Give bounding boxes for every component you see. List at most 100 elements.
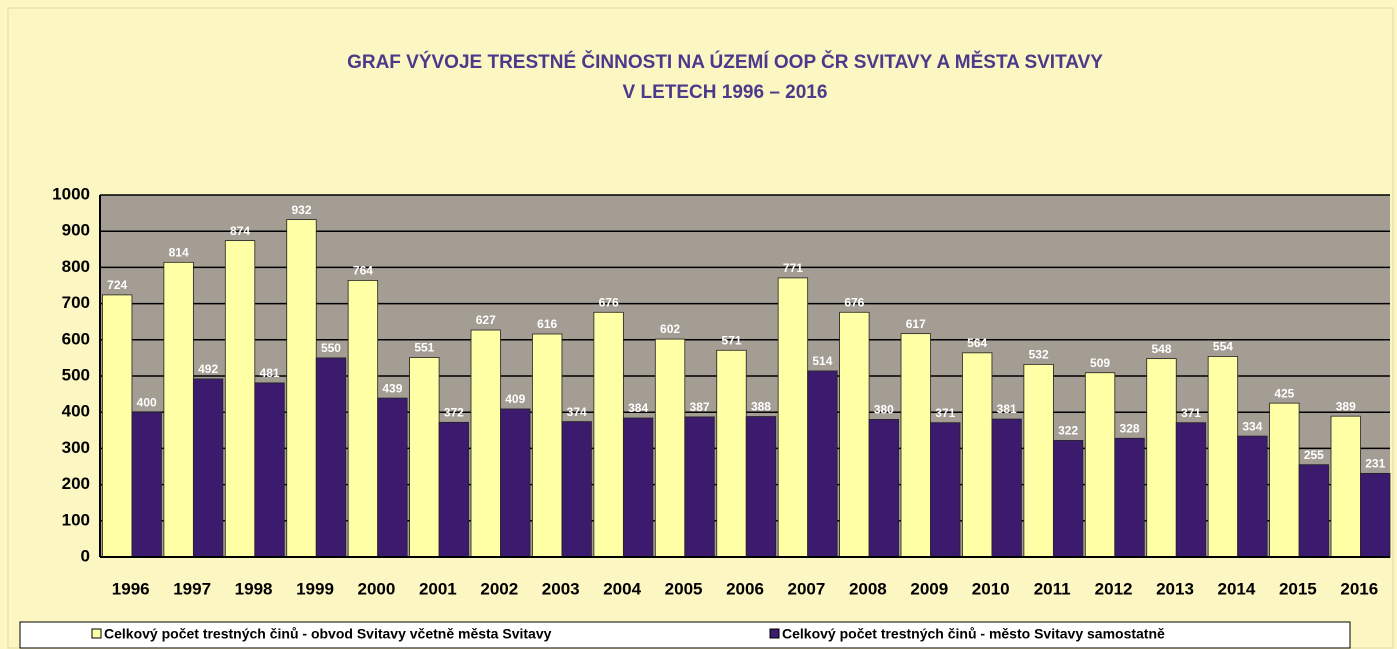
x-tick-label: 2011 xyxy=(1034,579,1071,598)
x-tick-label: 2007 xyxy=(788,579,826,598)
x-tick-label: 2001 xyxy=(419,579,457,598)
x-tick-label: 2004 xyxy=(603,579,641,598)
bar xyxy=(1114,437,1145,558)
y-tick-label: 1000 xyxy=(52,184,90,203)
x-tick-label: 2000 xyxy=(358,579,396,598)
bar xyxy=(470,329,501,558)
legend xyxy=(19,621,1351,649)
value-label: 676 xyxy=(599,295,619,309)
bar xyxy=(1175,422,1207,558)
value-label: 371 xyxy=(1181,406,1201,420)
value-label: 492 xyxy=(198,362,218,376)
value-label: 400 xyxy=(137,395,157,409)
x-tick-label: 2012 xyxy=(1095,579,1133,598)
bar xyxy=(1146,358,1177,558)
value-label: 380 xyxy=(874,403,894,417)
x-tick-label: 1996 xyxy=(112,579,150,598)
legend-label: Celkový počet trestných činů - obvod Svi… xyxy=(104,626,552,642)
value-label: 334 xyxy=(1242,419,1262,433)
x-tick-label: 1999 xyxy=(296,579,334,598)
bar xyxy=(900,333,931,558)
value-label: 381 xyxy=(997,402,1017,416)
x-tick-label: 2013 xyxy=(1156,579,1194,598)
x-tick-label: 2009 xyxy=(910,579,948,598)
bar xyxy=(409,357,440,558)
x-tick-label: 1998 xyxy=(235,579,273,598)
bar xyxy=(1023,364,1054,558)
bar xyxy=(839,311,870,558)
bar xyxy=(593,311,624,558)
bar xyxy=(1330,415,1361,558)
x-tick-label: 2015 xyxy=(1279,579,1317,598)
y-tick-label: 100 xyxy=(62,510,90,529)
x-tick-label: 2003 xyxy=(542,579,580,598)
bar xyxy=(347,280,379,558)
bar xyxy=(1360,472,1391,558)
legend-swatch xyxy=(91,628,102,639)
value-label: 372 xyxy=(444,406,464,420)
value-label: 532 xyxy=(1029,348,1049,362)
bar xyxy=(716,349,747,558)
x-tick-label: 2008 xyxy=(849,579,887,598)
value-label: 554 xyxy=(1213,340,1233,354)
value-label: 564 xyxy=(967,336,987,350)
value-label: 616 xyxy=(537,317,557,331)
bar xyxy=(1207,356,1239,558)
x-tick-label: 2002 xyxy=(480,579,518,598)
bar xyxy=(1269,402,1300,558)
y-tick-label: 600 xyxy=(62,329,90,348)
bar xyxy=(991,418,1022,558)
y-tick-label: 300 xyxy=(62,438,90,457)
value-label: 551 xyxy=(414,341,434,355)
x-tick-label: 1997 xyxy=(173,579,211,598)
value-label: 371 xyxy=(935,406,955,420)
x-tick-label: 2016 xyxy=(1340,579,1378,598)
bar xyxy=(745,416,777,558)
value-label: 322 xyxy=(1058,424,1078,438)
value-label: 514 xyxy=(812,354,832,368)
value-label: 509 xyxy=(1090,356,1110,370)
bar xyxy=(1237,435,1268,558)
value-label: 617 xyxy=(906,317,926,331)
bar xyxy=(315,357,347,558)
bar xyxy=(163,261,194,558)
value-label: 255 xyxy=(1304,448,1324,462)
bar xyxy=(131,411,162,558)
bar xyxy=(532,333,563,558)
value-label: 676 xyxy=(844,295,864,309)
bar xyxy=(1298,464,1329,558)
bar xyxy=(684,416,715,558)
bar xyxy=(192,378,224,558)
bar xyxy=(500,408,531,558)
bar xyxy=(962,352,993,558)
y-tick-label: 0 xyxy=(81,546,90,565)
x-tick-label: 2014 xyxy=(1218,579,1256,598)
bar xyxy=(1052,440,1084,558)
y-tick-label: 800 xyxy=(62,257,90,276)
value-label: 814 xyxy=(169,246,189,260)
value-label: 384 xyxy=(628,401,648,415)
value-label: 374 xyxy=(567,405,587,419)
value-label: 481 xyxy=(260,366,280,380)
x-tick-label: 2010 xyxy=(972,579,1010,598)
bar xyxy=(868,419,899,558)
legend-swatch xyxy=(769,628,780,639)
value-label: 548 xyxy=(1151,342,1171,356)
y-tick-label: 900 xyxy=(62,221,90,240)
value-label: 932 xyxy=(291,203,311,217)
value-label: 328 xyxy=(1120,421,1140,435)
bar xyxy=(102,294,133,558)
value-label: 627 xyxy=(476,313,496,327)
y-tick-label: 400 xyxy=(62,402,90,421)
value-label: 724 xyxy=(107,278,127,292)
value-label: 389 xyxy=(1336,399,1356,413)
value-label: 874 xyxy=(230,224,250,238)
bar xyxy=(561,421,592,558)
value-label: 771 xyxy=(783,261,803,275)
value-label: 425 xyxy=(1274,386,1294,400)
value-label: 388 xyxy=(751,400,771,414)
bar xyxy=(286,219,317,558)
y-tick-label: 500 xyxy=(62,365,90,384)
chart-subtitle: V LETECH 1996 – 2016 xyxy=(623,82,828,103)
